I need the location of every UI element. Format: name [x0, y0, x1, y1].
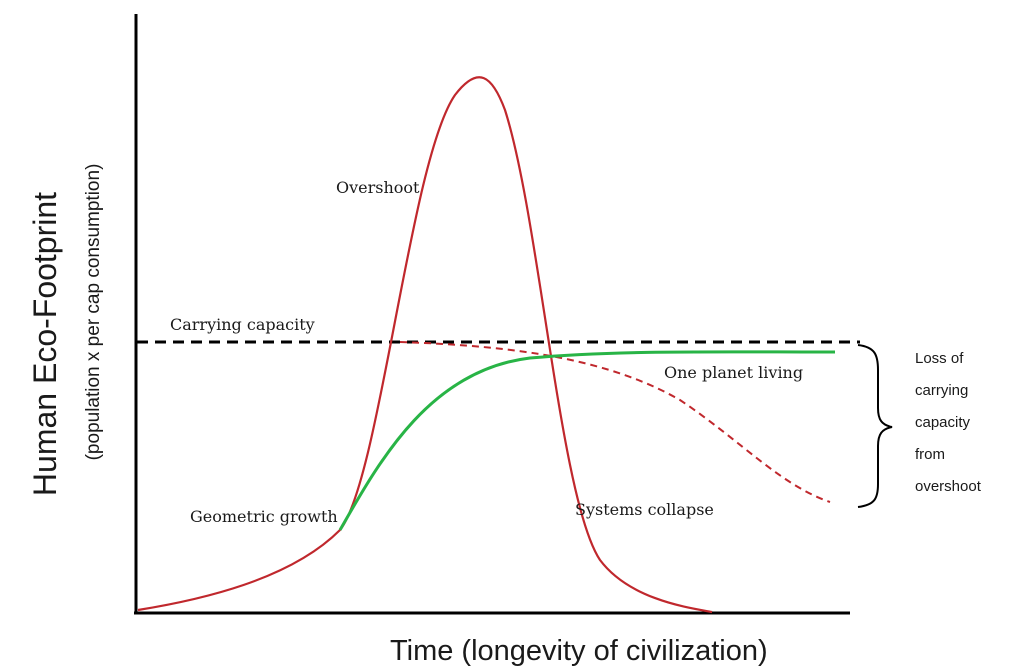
carrying-capacity-label: Carrying capacity [170, 315, 315, 334]
loss-note-line: capacity [915, 414, 971, 431]
loss-note-line: Loss of [915, 350, 964, 367]
geometric-growth-label: Geometric growth [190, 507, 338, 526]
loss-note-line: from [915, 446, 945, 463]
y-axis-subtitle: (population x per cap consumption) [83, 164, 104, 461]
overshoot-curve [137, 76, 713, 614]
systems-collapse-label: Systems collapse [575, 500, 714, 519]
loss-bracket [857, 344, 893, 508]
carrying-capacity-decline-curve [399, 341, 831, 503]
overshoot-label: Overshoot [336, 178, 420, 197]
loss-note-line: overshoot [915, 478, 982, 495]
x-axis-title: Time (longevity of civilization) [390, 635, 768, 667]
loss-note-line: carrying [915, 382, 968, 399]
y-axis-title: Human Eco-Footprint [27, 192, 63, 496]
one-planet-living-curve [338, 350, 836, 531]
one-planet-living-label: One planet living [664, 363, 803, 382]
